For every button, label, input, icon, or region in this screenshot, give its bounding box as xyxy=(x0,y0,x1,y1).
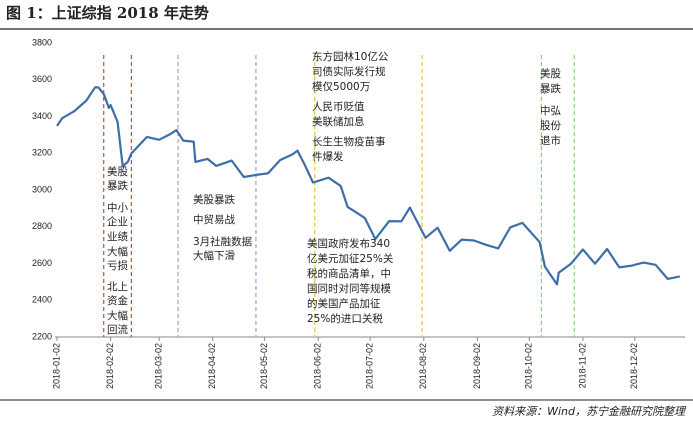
annotation: 北上 xyxy=(107,281,128,293)
x-tick-label: 2018-12-02 xyxy=(629,343,639,389)
annotation: 中贸易战 xyxy=(193,213,235,226)
y-tick-label: 2400 xyxy=(32,295,52,305)
y-tick-label: 3400 xyxy=(32,111,52,121)
y-tick-label: 2600 xyxy=(32,258,52,268)
x-tick-label: 2018-08-02 xyxy=(418,343,428,389)
annotation: 亿美元加征25%关 xyxy=(307,252,394,265)
annotation: 长生生物疫苗事 xyxy=(312,135,386,148)
annotation: 业绩 xyxy=(107,230,128,243)
x-tick-label: 2018-09-02 xyxy=(472,343,482,389)
annotation: 美股暴跌 xyxy=(193,193,235,206)
annotation: 美股 xyxy=(107,165,128,178)
y-tick-label: 2800 xyxy=(32,221,52,231)
x-tick-label: 2018-11-02 xyxy=(577,343,587,388)
annotation: 的美国产品加征 xyxy=(307,297,381,310)
annotation: 件爆发 xyxy=(312,150,344,163)
annotation: 税的商品清单，中 xyxy=(307,267,391,280)
annotation: 美国政府发布340 xyxy=(307,237,390,250)
x-tick-label: 2018-07-02 xyxy=(365,343,375,389)
x-tick-label: 2018-02-02 xyxy=(105,343,115,389)
annotation: 资金 xyxy=(107,294,128,307)
annotation: 回流 xyxy=(107,323,128,336)
x-tick-label: 2018-05-02 xyxy=(259,343,269,389)
x-tick-label: 2018-04-02 xyxy=(207,343,217,389)
y-tick-label: 3800 xyxy=(32,37,52,47)
annotation: 暴跌 xyxy=(540,82,561,95)
annotation: 退市 xyxy=(540,134,561,147)
annotation: 模仅5000万 xyxy=(312,81,370,93)
annotation: 3月社融数据 xyxy=(193,235,253,248)
x-tick-label: 2018-06-02 xyxy=(313,343,323,389)
source: 资料来源：Wind，苏宁金融研究院整理 xyxy=(492,405,687,418)
annotation: 暴跌 xyxy=(107,179,128,192)
y-tick-label: 3000 xyxy=(32,184,52,194)
annotation: 美股 xyxy=(540,67,561,80)
chart-title: 图 1：上证综指 2018 年走势 xyxy=(6,4,209,22)
series-line xyxy=(56,86,681,286)
annotation: 美联储加息 xyxy=(312,115,365,128)
annotation: 大幅 xyxy=(107,309,128,322)
annotation: 人民币贬值 xyxy=(312,100,365,113)
annotation: 企业 xyxy=(107,215,128,228)
annotation: 中弘 xyxy=(540,104,561,117)
annotation: 大幅 xyxy=(107,245,128,258)
annotation: 国同时对同等规模 xyxy=(307,282,391,295)
x-tick-label: 2018-03-02 xyxy=(153,343,163,389)
annotation: 东方园林10亿公 xyxy=(312,50,389,63)
x-tick-label: 2018-10-02 xyxy=(524,343,534,389)
annotation: 亏损 xyxy=(107,259,128,272)
annotation: 司债实际发行规 xyxy=(312,65,386,78)
y-tick-label: 2200 xyxy=(32,331,52,341)
annotation: 中小 xyxy=(107,201,128,214)
x-tick-label: 2018-01-02 xyxy=(51,343,61,389)
annotation: 大幅下滑 xyxy=(193,249,235,262)
annotation: 25%的进口关税 xyxy=(307,312,383,325)
annotation: 股份 xyxy=(540,120,561,132)
y-tick-label: 3200 xyxy=(32,148,52,158)
y-tick-label: 3600 xyxy=(32,74,52,84)
